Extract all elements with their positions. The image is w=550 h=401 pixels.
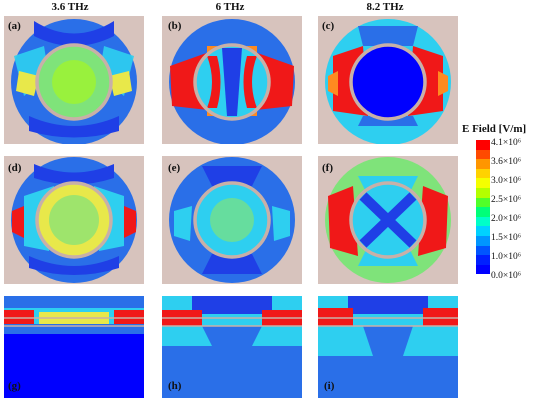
legend-swatch [476,149,490,160]
panel-i: (i) [318,296,458,398]
legend-tick: 3.0×10⁶ [491,176,522,186]
panel-h: (h) [162,296,302,398]
legend-swatch [476,255,490,265]
panel-d: (d) [4,156,144,284]
field-map-h [162,296,302,346]
field-map-e [169,157,295,283]
field-map-a [11,19,137,144]
legend-swatch [476,168,490,179]
legend-tick: 4.1×10⁶ [491,138,522,148]
legend-tick: 1.0×10⁶ [491,252,522,262]
field-map-i [318,296,458,356]
panel-a: (a) [4,16,144,144]
legend-tick: 2.0×10⁶ [491,214,522,224]
legend-swatch [476,207,490,217]
panel-label-i: (i) [324,380,335,392]
panel-g: (g) [4,296,144,398]
field-map-b [169,19,295,144]
field-map-f [325,157,451,283]
panel-label-c: (c) [322,20,335,32]
panel-label-a: (a) [8,20,21,32]
legend-swatch [476,245,490,256]
panel-label-d: (d) [8,162,22,174]
legend-title: E Field [V/m] [462,123,527,135]
legend-tick: 1.5×10⁶ [491,233,522,243]
legend-colorbar [476,140,490,277]
panel-label-e: (e) [168,162,181,174]
panel-label-f: (f) [322,162,333,174]
panel-label-b: (b) [168,20,182,32]
field-map-d [11,157,137,283]
panel-b: (b) [162,16,302,144]
legend-tick: 2.5×10⁶ [491,195,522,205]
legend-swatch [476,159,490,169]
legend-swatch [476,264,490,275]
panel-label-g: (g) [8,380,21,392]
legend-tick: 3.6×10⁶ [491,157,522,167]
column-title-3-6-thz: 3.6 THz [51,1,89,13]
legend-swatch [476,140,490,150]
legend-swatch [476,226,490,236]
panel-f: (f) [318,156,458,284]
panel-c: (c) [318,16,458,144]
field-map-g [4,296,144,334]
column-title-8-2-thz: 8.2 THz [366,1,404,13]
legend-swatch [476,235,490,246]
column-title-6-thz: 6 THz [215,1,245,13]
legend-swatch [476,197,490,208]
legend-swatch [476,216,490,227]
field-map-c [325,19,451,144]
legend-swatch [476,187,490,198]
panel-e: (e) [162,156,302,284]
legend-swatch [476,178,490,188]
panel-label-h: (h) [168,380,182,392]
legend-tick: 0.0×10⁶ [491,271,522,281]
